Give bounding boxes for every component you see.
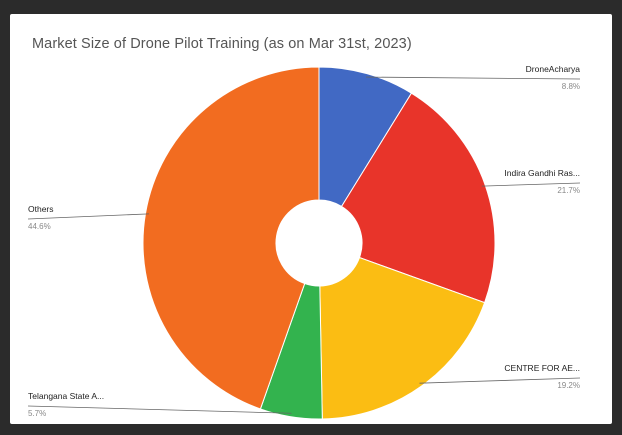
leader-line-2 [419,377,581,384]
slice-label-0: DroneAcharya [526,64,581,74]
leader-line-4 [27,213,150,220]
slice-label-4: Others [28,204,54,214]
slice-label-1: Indira Gandhi Ras... [504,168,580,178]
slice-value-3: 5.7% [28,409,46,418]
slices-group [142,66,496,420]
labels-group: DroneAcharya 8.8% Indira Gandhi Ras... 21.7… [27,64,581,418]
slice-value-2: 19.2% [557,381,580,390]
slice-1 [340,92,496,304]
slice-label-3: Telangana State A... [28,391,104,401]
leader-line-3 [27,405,292,414]
slice-4 [142,66,320,410]
slice-value-1: 21.7% [557,186,580,195]
slice-value-4: 44.6% [28,222,51,231]
slice-value-0: 8.8% [562,82,580,91]
chart-title: Market Size of Drone Pilot Training (as … [32,36,412,52]
leader-line-0 [366,76,581,80]
slice-label-2: CENTRE FOR AE... [504,363,580,373]
leader-line-1 [481,182,581,187]
slice-2 [319,256,486,420]
